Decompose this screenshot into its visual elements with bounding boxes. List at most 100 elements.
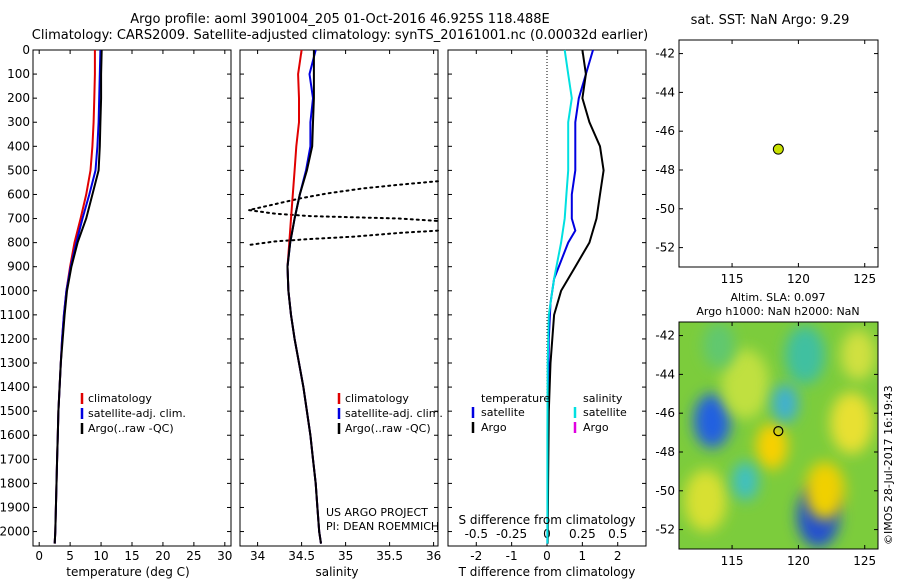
sla-anomaly-blob <box>684 469 727 532</box>
y-tick-label: 1200 <box>0 332 30 346</box>
difference-y-ticks <box>448 49 646 533</box>
legend-entry: Argo(..raw -QC) <box>345 422 431 435</box>
s-tick-label: 0.25 <box>569 527 596 541</box>
plot-header: Argo profile: aoml 3901004_205 01-Oct-20… <box>0 12 680 44</box>
sla-ticks: 115 120 125 -42 -44 -46 -48 -50 -52 <box>655 322 878 568</box>
difference-lines <box>546 49 605 544</box>
temperature-panel: 0100200300400500600700800900100011001200… <box>0 43 232 579</box>
y-tick-label: -50 <box>655 484 675 498</box>
legend-entry: climatology <box>88 392 152 405</box>
x-tick-label: 125 <box>853 272 876 286</box>
y-tick-label: -52 <box>655 241 675 255</box>
x-tick-label: 35.5 <box>376 549 403 563</box>
x-tick-label: 20 <box>155 549 170 563</box>
y-tick-label: 1800 <box>0 476 30 490</box>
argo-location-point <box>772 143 784 155</box>
sla-anomaly-blob <box>732 461 759 501</box>
dotted-series-line <box>248 180 439 222</box>
series-line <box>53 50 96 544</box>
y-tick-label: 1100 <box>0 308 30 322</box>
x-tick-label: 5 <box>66 549 74 563</box>
difference-panel: -2 -1 0 1 2 -0.5 -0.25 0 0.25 0.5 T difference f… <box>447 49 647 579</box>
legend-entry: satellite <box>481 406 525 419</box>
sst-points <box>772 143 784 155</box>
y-tick-label: -44 <box>655 367 675 381</box>
salinity-x-ticks: 34 34.5 35 35.5 36 <box>250 50 441 563</box>
y-tick-label: 2000 <box>0 525 30 539</box>
y-tick-label: -46 <box>655 406 675 420</box>
sla-anomaly-blob <box>805 461 845 520</box>
salinity-x-label: salinity <box>315 565 358 579</box>
x-tick-label: 120 <box>787 272 810 286</box>
sla-title-line2: Argo h1000: NaN h2000: NaN <box>696 305 859 318</box>
sla-anomaly-blob <box>771 384 799 423</box>
x-tick-label: 35 <box>338 549 353 563</box>
y-tick-label: -50 <box>655 202 675 216</box>
sla-field <box>684 322 876 548</box>
s-tick-label: -0.25 <box>496 527 527 541</box>
y-tick-label: -48 <box>655 445 675 459</box>
legend-entry: satellite-adj. clim. <box>88 407 186 420</box>
x-tick-label: 25 <box>186 549 201 563</box>
y-tick-label: 700 <box>7 212 30 226</box>
x-tick-label: 115 <box>721 554 744 568</box>
salinity-lines <box>247 49 439 544</box>
y-tick-label: 500 <box>7 163 30 177</box>
temperature-y-ticks: 0 100 200 300 400 500 600 700 800 900 1000 1100 1200… <box>0 43 231 539</box>
legend-entry: Argo <box>583 421 609 434</box>
y-tick-label: 900 <box>7 260 30 274</box>
salinity-legend: climatology satellite-adj. clim. Argo(..ra… <box>337 392 443 435</box>
sla-marker <box>773 426 784 437</box>
sla-anomaly-blob <box>840 329 876 381</box>
legend-entry: Argo <box>481 421 507 434</box>
x-tick-label: 120 <box>787 554 810 568</box>
salinity-axes-frame <box>239 49 439 547</box>
sla-axes-frame <box>678 321 879 550</box>
sla-title-line1: Altim. SLA: 0.097 <box>730 291 825 304</box>
project-annotation: US ARGO PROJECT <box>326 506 428 519</box>
dotted-series-line <box>247 229 439 246</box>
temperature-x-ticks: 0 5 10 15 20 25 30 <box>35 50 232 563</box>
sla-anomaly-blob <box>785 325 825 385</box>
legend-title: temperature <box>481 392 550 405</box>
y-tick-label: 1000 <box>0 284 30 298</box>
y-tick-label: 1600 <box>0 428 30 442</box>
legend-entry: Argo(..raw -QC) <box>88 422 174 435</box>
s-difference-label: S difference from climatology <box>459 513 636 527</box>
sla-anomaly-blob <box>830 391 873 454</box>
series-line <box>286 49 322 544</box>
argo-location-marker <box>773 426 784 437</box>
x-tick-label: 34.5 <box>288 549 315 563</box>
x-tick-label: 36 <box>426 549 441 563</box>
y-tick-label: 1700 <box>0 452 30 466</box>
x-tick-label: 0 <box>35 549 43 563</box>
temperature-lines <box>53 49 103 544</box>
y-tick-label: 400 <box>7 139 30 153</box>
series-line <box>286 50 322 544</box>
series-line <box>546 49 605 544</box>
y-tick-label: -44 <box>655 85 675 99</box>
y-tick-label: 1300 <box>0 356 30 370</box>
pi-annotation: PI: DEAN ROEMMICH <box>326 520 439 533</box>
series-line <box>53 49 103 544</box>
x-tick-label: -2 <box>470 549 482 563</box>
t-difference-x-label: T difference from climatology <box>458 565 636 579</box>
x-tick-label: 15 <box>124 549 139 563</box>
x-tick-label: 34 <box>250 549 265 563</box>
difference-bottom-ticks: -2 -1 0 1 2 <box>470 50 622 563</box>
y-tick-label: -42 <box>655 47 675 61</box>
series-line <box>286 49 322 544</box>
salinity-y-ticks <box>240 49 438 533</box>
sst-ticks: 115 120 125 -42 -44 -46 -48 -50 -52 <box>655 40 878 286</box>
temperature-legend: climatology satellite-adj. clim. Argo(..ra… <box>80 392 186 435</box>
sla-anomaly-blob <box>721 349 770 420</box>
profile-title: Argo profile: aoml 3901004_205 01-Oct-20… <box>130 12 550 27</box>
temperature-x-label: temperature (deg C) <box>66 565 189 579</box>
y-tick-label: 0 <box>22 43 30 57</box>
x-tick-label: 115 <box>721 272 744 286</box>
salinity-panel: 34 34.5 35 35.5 36 salinity climatology satel… <box>239 49 443 579</box>
sla-anomaly-blob <box>693 393 731 449</box>
climatology-subtitle: Climatology: CARS2009. Satellite-adjuste… <box>31 28 649 43</box>
sla-anomaly-blob <box>755 422 788 470</box>
y-tick-label: 300 <box>7 115 30 129</box>
